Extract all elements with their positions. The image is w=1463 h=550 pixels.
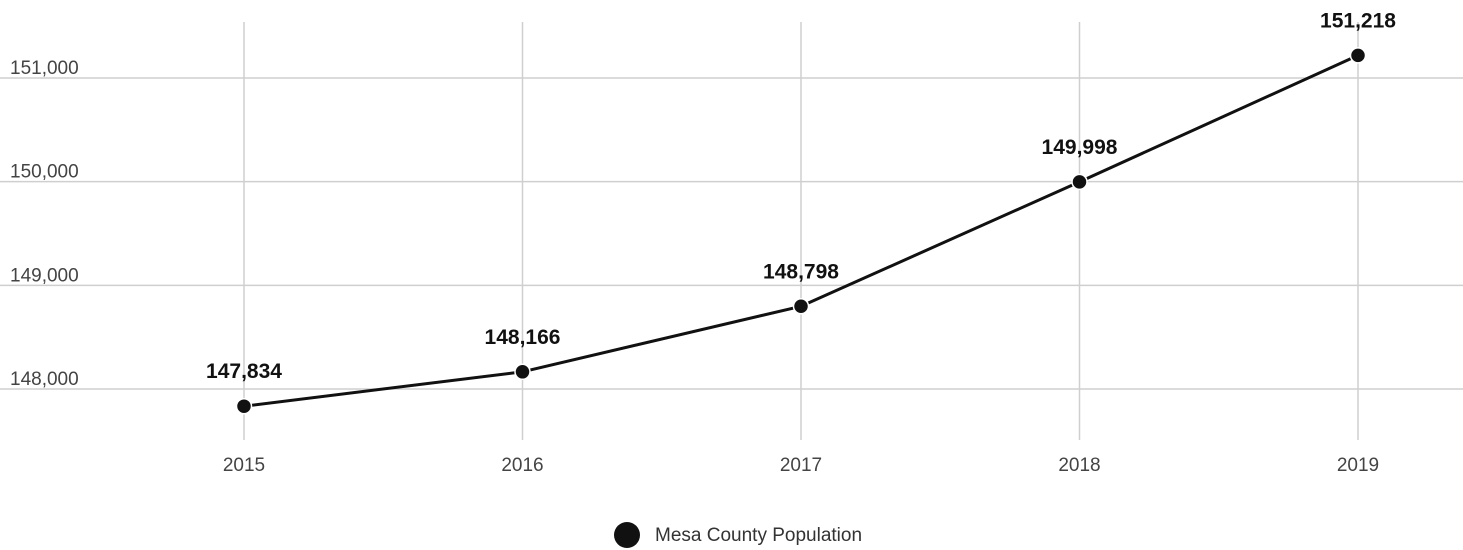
x-tick-label: 2016: [501, 455, 543, 476]
x-tick-label: 2017: [780, 455, 822, 476]
x-tick-label: 2015: [223, 455, 265, 476]
series-mesa-county-population: [235, 47, 1367, 415]
y-tick-label: 151,000: [10, 58, 79, 79]
x-tick-label: 2019: [1337, 455, 1379, 476]
data-label: 149,998: [1042, 136, 1118, 159]
data-point: [792, 298, 810, 315]
x-axis-ticks: 2015 2016 2017 2018 2019: [223, 455, 1379, 476]
data-point: [235, 397, 253, 415]
legend: Mesa County Population: [614, 522, 862, 548]
data-label: 148,166: [485, 326, 561, 349]
x-tick-label: 2018: [1058, 455, 1100, 476]
y-tick-label: 150,000: [10, 162, 79, 183]
legend-marker: [614, 522, 640, 548]
data-labels: 147,834 148,166 148,798 149,998 151,218: [206, 9, 1396, 383]
vertical-gridlines: [243, 22, 1359, 440]
y-tick-label: 149,000: [10, 265, 79, 286]
horizontal-gridlines: [0, 77, 1463, 390]
data-point: [1071, 173, 1088, 191]
y-axis-ticks: 148,000 149,000 150,000 151,000: [10, 58, 79, 390]
data-point: [514, 363, 531, 381]
legend-label: Mesa County Population: [655, 525, 862, 546]
data-label: 148,798: [763, 260, 839, 283]
data-point: [1349, 47, 1367, 64]
data-label: 147,834: [206, 360, 282, 383]
y-tick-label: 148,000: [10, 369, 79, 390]
data-label: 151,218: [1320, 9, 1396, 32]
